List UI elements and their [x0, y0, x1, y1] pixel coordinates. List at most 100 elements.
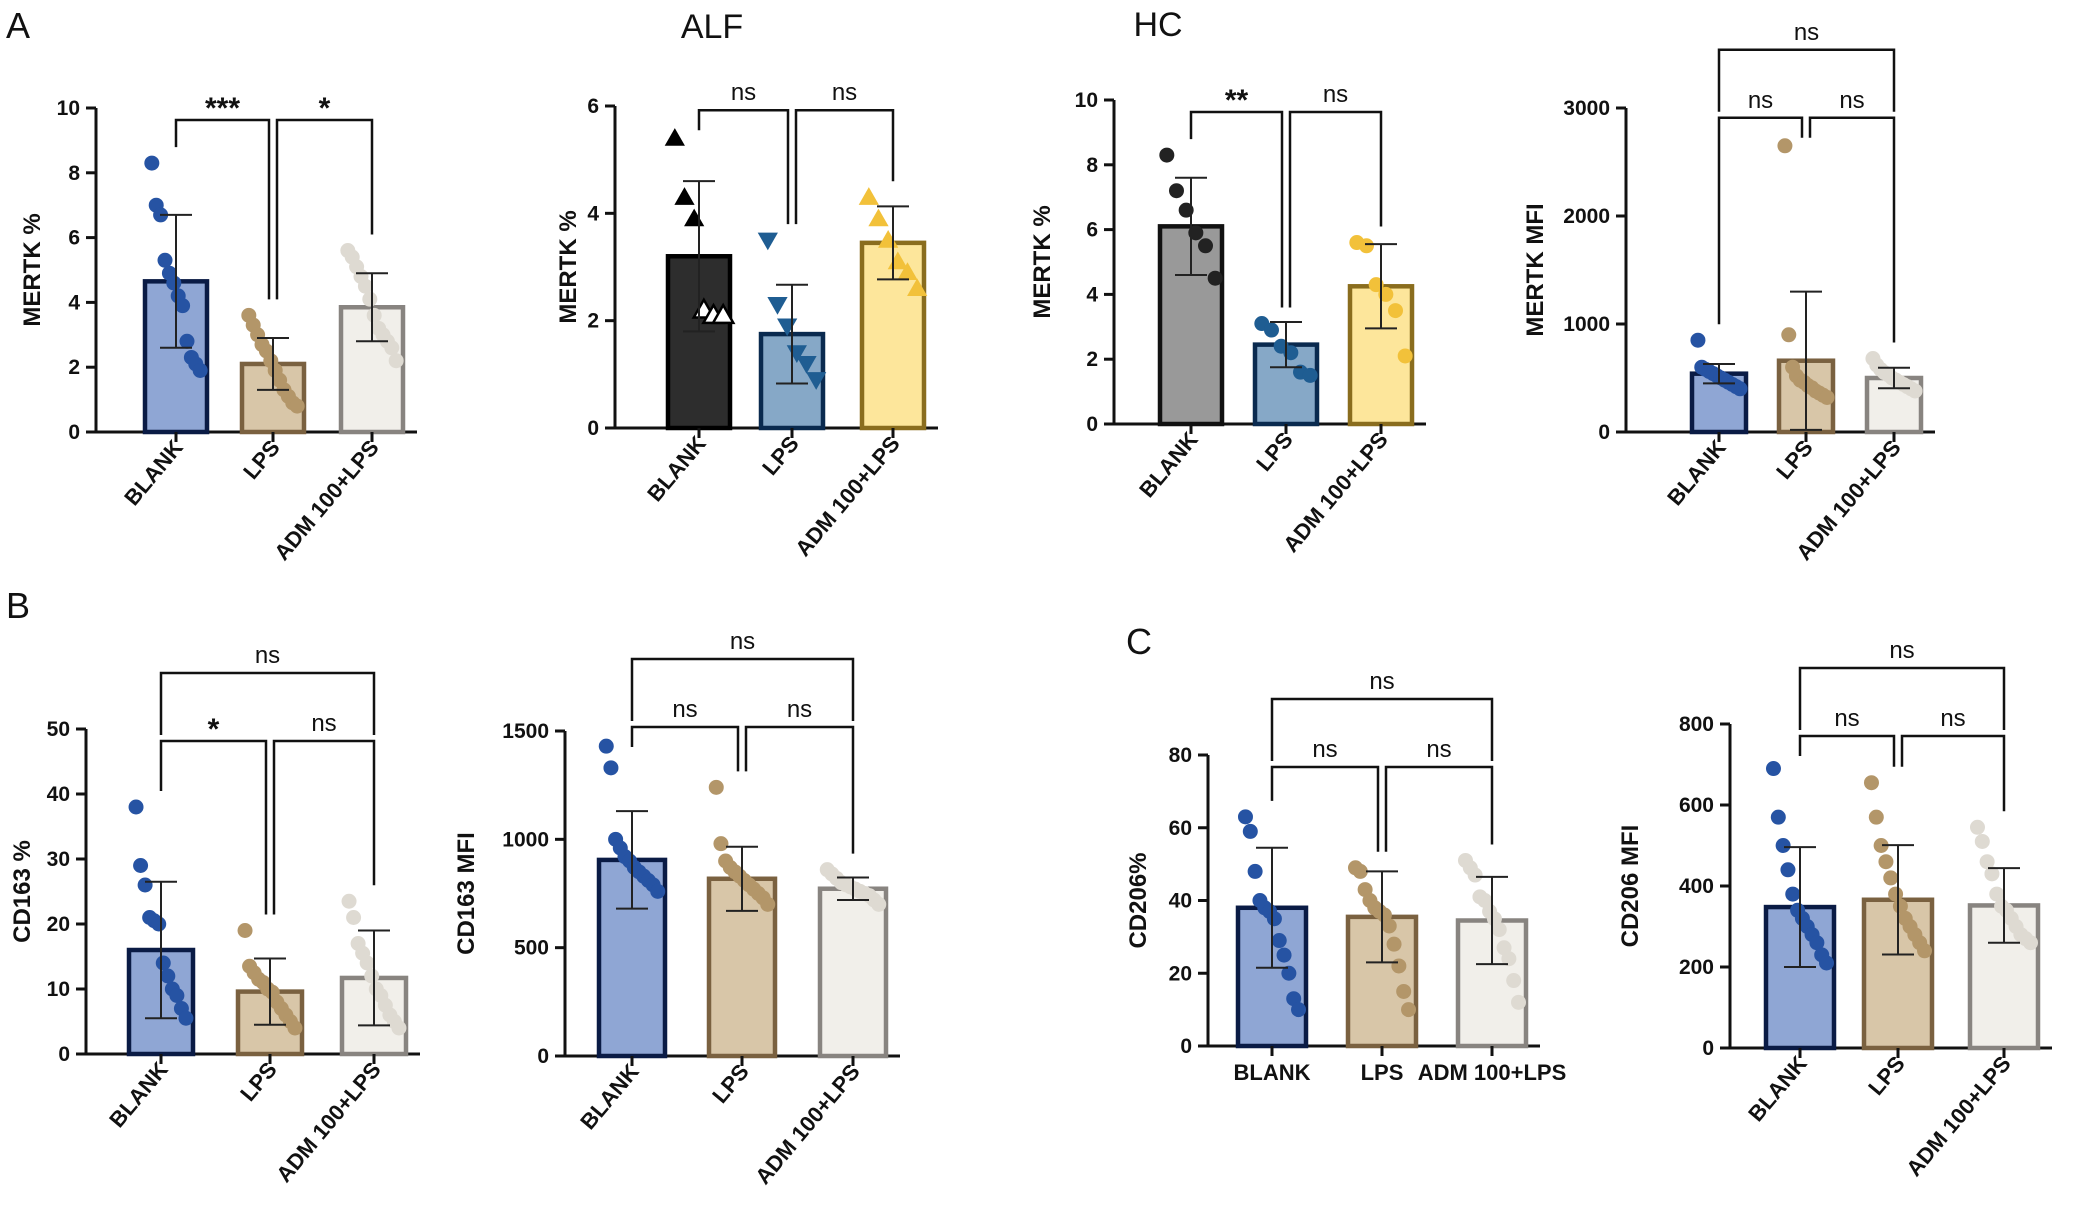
y-axis-label: MERTK %	[1029, 205, 1056, 318]
significance-label: ns	[832, 79, 857, 106]
data-point	[760, 896, 776, 912]
error-bar	[1703, 362, 1735, 385]
data-point	[1207, 270, 1223, 286]
data-point	[1819, 955, 1835, 971]
significance-label: ns	[1748, 87, 1773, 114]
category-label: LPS	[1863, 1051, 1910, 1100]
y-tick-label: 6	[68, 227, 80, 250]
data-point	[757, 232, 778, 251]
y-tick-label: 6	[587, 95, 599, 118]
y-axis-label: CD163 MFI	[453, 832, 480, 955]
significance-label: ns	[672, 696, 697, 723]
data-point	[357, 278, 373, 294]
category-label: LPS	[707, 1059, 754, 1108]
data-point	[287, 1020, 303, 1036]
data-point	[2023, 935, 2039, 951]
data-point	[359, 955, 375, 971]
data-point	[1989, 886, 2005, 902]
significance-label: ns	[731, 79, 756, 106]
data-point	[1237, 809, 1253, 825]
error-bar	[616, 810, 648, 910]
y-tick-label: 40	[47, 783, 70, 806]
data-point	[155, 955, 171, 971]
error-bar	[1784, 846, 1816, 968]
data-point	[1878, 854, 1894, 870]
category-label: BLANK	[642, 431, 711, 506]
y-tick-label: 4	[68, 291, 80, 314]
category-label: BLANK	[575, 1059, 644, 1134]
data-point	[346, 910, 362, 925]
data-point	[1809, 935, 1825, 951]
significance-label: **	[1225, 84, 1249, 117]
significance-label: ns	[730, 628, 755, 655]
category-label: ADM 100+LPS	[271, 1057, 386, 1187]
significance-bracket	[1808, 116, 1896, 343]
y-tick-label: 2000	[1563, 205, 1610, 228]
data-point	[1868, 809, 1884, 825]
data-point	[192, 362, 208, 378]
y-axis-label: CD206%	[1125, 852, 1152, 948]
error-bar	[356, 272, 388, 343]
category-label: LPS	[238, 435, 285, 484]
data-point	[878, 230, 899, 248]
data-point	[1291, 1002, 1307, 1018]
category-label: ADM 100+LPS	[750, 1059, 865, 1189]
data-point	[1281, 965, 1297, 981]
data-point	[1263, 322, 1279, 338]
data-point	[1358, 238, 1374, 254]
data-point	[674, 187, 695, 205]
data-point	[1178, 202, 1194, 218]
data-point	[1819, 389, 1835, 405]
category-label: ADM 100+LPS	[790, 431, 905, 561]
y-tick-label: 2	[587, 310, 599, 333]
data-point	[1917, 943, 1933, 959]
data-point	[1381, 918, 1397, 934]
panel-letter-b: B	[6, 585, 30, 626]
y-tick-label: 0	[58, 1043, 70, 1066]
data-point	[384, 340, 400, 356]
data-point	[366, 307, 382, 323]
category-label: BLANK	[119, 435, 188, 510]
significance-label: ns	[1889, 637, 1914, 664]
group-title-hc: HC	[1133, 6, 1182, 44]
data-point	[1907, 383, 1923, 399]
category-label: BLANK	[1662, 435, 1731, 510]
significance-bracket	[275, 118, 374, 300]
y-tick-label: 0	[1180, 1035, 1192, 1058]
error-bar	[145, 880, 177, 1020]
category-label: LPS	[1251, 427, 1298, 476]
y-tick-label: 0	[1702, 1037, 1714, 1060]
significance-bracket	[1717, 116, 1804, 325]
category-label: BLANK	[1234, 1060, 1311, 1085]
category-label: BLANK	[1134, 427, 1203, 502]
panel-letter-a: A	[6, 5, 30, 46]
data-point	[1979, 854, 1995, 870]
category-label: ADM 100+LPS	[1901, 1051, 2016, 1181]
significance-bracket	[1384, 765, 1494, 852]
error-bar	[1790, 290, 1822, 431]
error-bar	[1988, 867, 2020, 944]
significance-label: ns	[1834, 705, 1859, 732]
y-tick-label: 2	[68, 356, 80, 379]
significance-label: ns	[255, 642, 280, 669]
y-tick-label: 1000	[502, 828, 549, 851]
category-label: LPS	[757, 431, 804, 480]
data-point	[1974, 833, 1990, 849]
data-point	[806, 372, 827, 390]
significance-bracket	[794, 108, 895, 225]
significance-bracket	[272, 739, 376, 915]
error-bar	[1365, 243, 1397, 330]
data-point	[708, 779, 724, 795]
data-point	[1732, 381, 1748, 397]
category-label: ADM 100+LPS	[269, 435, 384, 565]
significance-label: ns	[1940, 705, 1965, 732]
category-label: BLANK	[1743, 1051, 1812, 1126]
y-tick-label: 0	[1086, 413, 1098, 436]
y-tick-label: 600	[1679, 794, 1714, 817]
data-point	[341, 893, 357, 909]
error-bar	[1270, 320, 1302, 369]
y-axis-label: MERTK MFI	[1522, 203, 1549, 336]
data-point	[1892, 898, 1908, 914]
